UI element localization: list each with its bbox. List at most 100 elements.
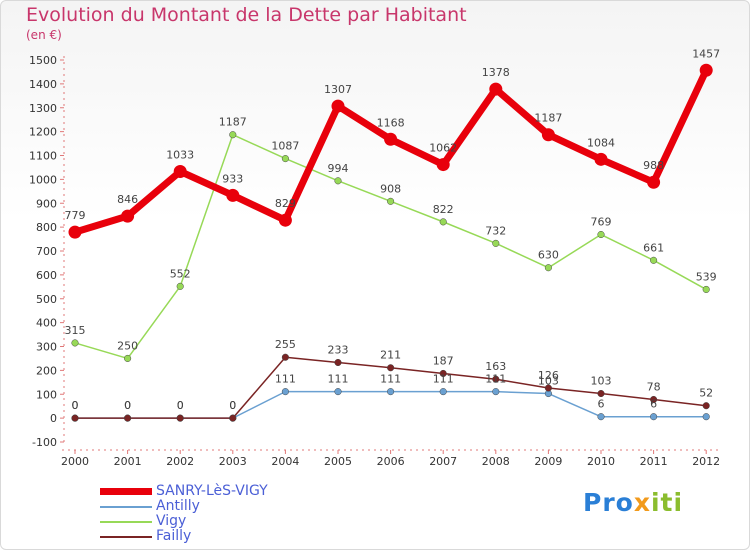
data-point xyxy=(439,369,447,378)
data-point xyxy=(229,131,237,139)
data-point xyxy=(68,225,82,239)
series-line-2 xyxy=(74,133,707,360)
y-tick-label: 1300 xyxy=(29,102,57,115)
data-point xyxy=(492,375,500,383)
data-label: 1033 xyxy=(166,148,194,161)
y-tick-label: 1400 xyxy=(29,78,57,91)
data-point xyxy=(597,389,605,398)
x-tick-label: 2003 xyxy=(219,455,247,468)
data-label: 0 xyxy=(229,399,236,412)
data-point xyxy=(702,285,710,293)
data-point xyxy=(229,414,237,422)
data-point xyxy=(650,256,658,264)
data-point xyxy=(278,213,292,227)
data-label: 0 xyxy=(229,399,236,412)
x-tick-label: 2008 xyxy=(482,455,510,468)
data-label: 1457 xyxy=(692,47,720,60)
logo-part-1: Pro xyxy=(583,488,634,517)
x-tick-label: 2001 xyxy=(114,455,142,468)
legend-swatch xyxy=(100,535,152,538)
data-label: 211 xyxy=(380,349,401,362)
data-label: 126 xyxy=(538,369,559,382)
data-point xyxy=(176,414,184,422)
y-tick-label: 1100 xyxy=(29,150,57,163)
data-point xyxy=(544,264,552,272)
data-label: 52 xyxy=(699,387,713,400)
legend-label: Antilly xyxy=(156,498,200,514)
data-point xyxy=(71,339,79,347)
x-tick-label: 2006 xyxy=(377,455,405,468)
data-label: 6 xyxy=(650,398,657,411)
data-label: 1087 xyxy=(271,140,299,153)
data-point xyxy=(331,99,345,113)
data-point xyxy=(387,197,395,205)
legend-swatch xyxy=(100,488,152,495)
data-point xyxy=(702,413,710,421)
data-label: 111 xyxy=(275,373,296,386)
x-tick-label: 2012 xyxy=(692,455,720,468)
data-point xyxy=(387,364,395,372)
chart-axes: -100010020030040050060070080090010001100… xyxy=(29,54,722,468)
data-point xyxy=(597,230,605,239)
data-label: 732 xyxy=(485,224,506,237)
data-point xyxy=(597,413,605,421)
data-label: 0 xyxy=(124,399,131,412)
data-label: 111 xyxy=(433,373,454,386)
data-label: 233 xyxy=(328,343,349,356)
data-label: 111 xyxy=(380,373,401,386)
data-point xyxy=(492,239,500,247)
y-tick-label: 0 xyxy=(50,412,57,425)
y-tick-label: 400 xyxy=(36,317,57,330)
data-point xyxy=(281,353,289,361)
logo-part-2: x xyxy=(633,488,651,517)
legend-swatch xyxy=(100,505,152,508)
data-label: 994 xyxy=(328,162,349,175)
data-point xyxy=(439,388,447,396)
x-tick-label: 2011 xyxy=(640,455,668,468)
x-tick-label: 2009 xyxy=(534,455,562,468)
proxiti-logo: Proxiti xyxy=(583,488,683,517)
data-label: 187 xyxy=(433,354,454,367)
data-point xyxy=(176,282,184,290)
y-tick-label: -100 xyxy=(32,436,57,449)
data-point xyxy=(647,175,661,189)
data-point xyxy=(387,388,395,396)
data-point xyxy=(489,82,503,96)
data-point xyxy=(439,218,447,226)
data-point xyxy=(699,63,713,77)
data-point xyxy=(124,354,132,362)
data-point xyxy=(226,188,240,202)
data-label: 103 xyxy=(538,375,559,388)
data-label: 0 xyxy=(72,399,79,412)
legend-item: Vigy xyxy=(100,514,268,529)
y-tick-label: 600 xyxy=(36,269,57,282)
data-label: 103 xyxy=(591,375,612,388)
series-line-1 xyxy=(74,390,707,419)
data-point xyxy=(173,164,187,178)
y-tick-label: 700 xyxy=(36,245,57,258)
data-label: 6 xyxy=(598,398,605,411)
legend-swatch xyxy=(100,520,152,523)
legend-item: SANRY-LèS-VIGY xyxy=(100,484,268,499)
y-tick-label: 100 xyxy=(36,388,57,401)
chart-legend: SANRY-LèS-VIGY Antilly Vigy Failly xyxy=(100,484,268,544)
chart-data-labels: 0 0 0 0 111 111 111 111 111 103 6 6 315 250 552 1187 108… xyxy=(65,47,721,412)
data-label: 661 xyxy=(643,241,664,254)
y-tick-label: 300 xyxy=(36,341,57,354)
data-point xyxy=(492,388,500,396)
data-label: 539 xyxy=(696,270,717,283)
data-point xyxy=(334,177,342,185)
data-label: 0 xyxy=(72,399,79,412)
y-tick-label: 500 xyxy=(36,293,57,306)
data-label: 1084 xyxy=(587,136,615,149)
data-point xyxy=(334,388,342,396)
data-point xyxy=(334,358,342,367)
data-label: 255 xyxy=(275,338,296,351)
data-point xyxy=(281,155,289,163)
legend-label: Vigy xyxy=(156,513,187,529)
data-label: 1187 xyxy=(534,112,562,125)
data-label: 0 xyxy=(177,399,184,412)
data-label: 0 xyxy=(124,399,131,412)
data-label: 829 xyxy=(275,197,296,210)
